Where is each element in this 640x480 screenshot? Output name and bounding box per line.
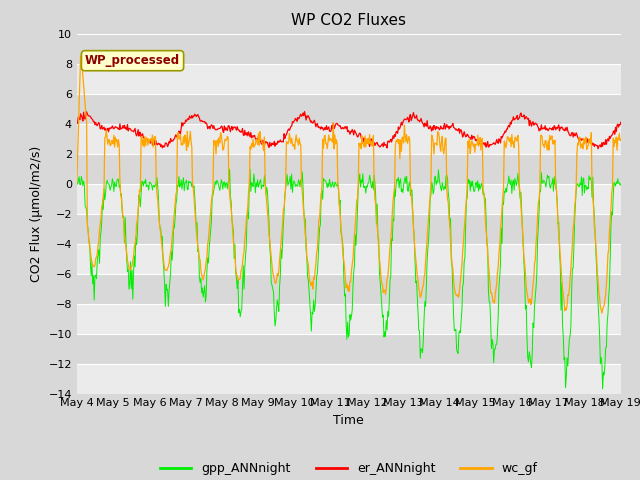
Bar <box>77 244 621 274</box>
Bar <box>77 154 621 184</box>
Bar <box>77 214 621 244</box>
X-axis label: Time: Time <box>333 414 364 427</box>
Bar <box>77 364 621 394</box>
Bar <box>77 64 621 94</box>
Bar <box>77 124 621 154</box>
Bar <box>77 34 621 64</box>
Bar <box>77 274 621 304</box>
Text: WP_processed: WP_processed <box>85 54 180 67</box>
Legend: gpp_ANNnight, er_ANNnight, wc_gf: gpp_ANNnight, er_ANNnight, wc_gf <box>155 457 543 480</box>
Title: WP CO2 Fluxes: WP CO2 Fluxes <box>291 13 406 28</box>
Bar <box>77 184 621 214</box>
Y-axis label: CO2 Flux (μmol/m2/s): CO2 Flux (μmol/m2/s) <box>30 145 43 282</box>
Bar <box>77 94 621 124</box>
Bar <box>77 304 621 334</box>
Bar <box>77 334 621 364</box>
